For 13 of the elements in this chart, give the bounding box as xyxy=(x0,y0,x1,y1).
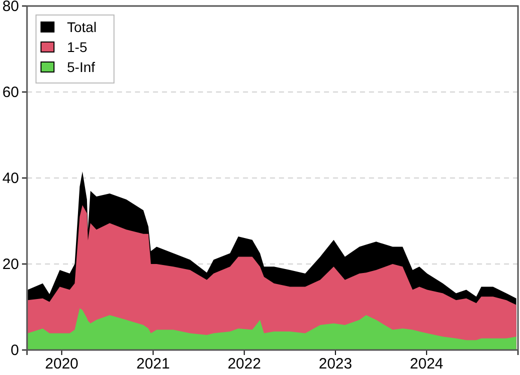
x-tick-label: 2023 xyxy=(318,356,352,373)
legend-label: 5-Inf xyxy=(67,59,96,75)
y-tick-label: 20 xyxy=(2,256,19,273)
y-tick-label: 80 xyxy=(2,0,19,15)
y-tick-label: 0 xyxy=(10,342,19,359)
x-tick-label: 2022 xyxy=(228,356,261,373)
legend-label: Total xyxy=(67,19,97,35)
legend-label: 1-5 xyxy=(67,39,88,55)
x-tick-label: 2021 xyxy=(136,356,170,373)
y-tick-label: 40 xyxy=(2,170,19,187)
x-tick-label: 2020 xyxy=(45,356,78,373)
y-tick-label: 60 xyxy=(2,84,19,101)
x-tick-label: 2024 xyxy=(410,356,444,373)
